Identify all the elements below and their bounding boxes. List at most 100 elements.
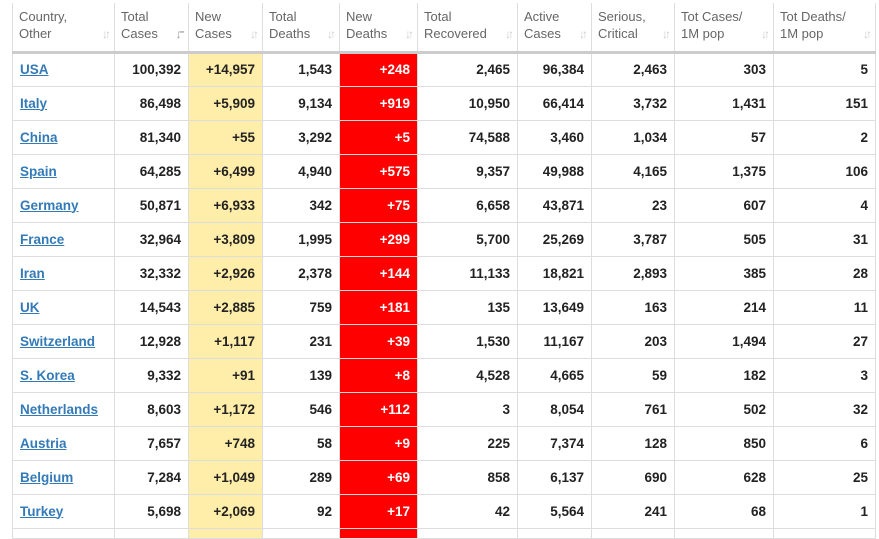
cell-new-deaths: +8 — [339, 357, 418, 393]
sort-icon[interactable]: ↓↑ — [327, 26, 336, 41]
column-header-total-cases[interactable]: Total Cases ↓⁼ — [114, 3, 189, 54]
cell-total-recovered: 6,658 — [417, 187, 518, 223]
cell-tot-deaths-per-1m: 27 — [773, 323, 876, 359]
cell-total-cases: 7,657 — [114, 425, 189, 461]
country-link[interactable]: S. Korea — [20, 367, 75, 383]
column-header-country[interactable]: Country, Other ↓↑ — [12, 3, 115, 54]
cell-serious-critical: 2,893 — [591, 255, 675, 291]
sort-icon[interactable]: ↓↑ — [405, 26, 414, 41]
cell-active-cases: 3,460 — [517, 119, 592, 155]
cell-new-cases: +6,499 — [188, 153, 263, 189]
country-link[interactable]: Italy — [20, 95, 48, 111]
cell-tot-cases-per-1m: 505 — [674, 221, 774, 257]
country-link[interactable]: China — [20, 129, 58, 145]
cell-active-cases: 43,871 — [517, 187, 592, 223]
table-row: China 81,340 +55 3,292 +5 74,588 3,460 1,034 57 2 — [12, 119, 876, 155]
cell-serious-critical: 59 — [591, 357, 675, 393]
column-header-total-deaths[interactable]: Total Deaths ↓↑ — [262, 3, 340, 54]
cell-total-deaths: 289 — [262, 459, 340, 495]
cell-tot-deaths-per-1m: 106 — [773, 153, 876, 189]
column-header-active-cases[interactable]: Active Cases ↓↑ — [517, 3, 592, 54]
header-label: Serious, Critical — [598, 9, 646, 41]
cell-active-cases — [517, 527, 592, 539]
cell-new-deaths: +575 — [339, 153, 418, 189]
cell-new-deaths: +5 — [339, 119, 418, 155]
cell-active-cases: 11,167 — [517, 323, 592, 359]
cell-total-deaths: 759 — [262, 289, 340, 325]
cell-total-recovered: 858 — [417, 459, 518, 495]
country-link[interactable]: Spain — [20, 163, 57, 179]
country-link[interactable]: UK — [20, 299, 40, 315]
cell-total-deaths: 1,543 — [262, 51, 340, 87]
column-header-new-cases[interactable]: New Cases ↓↑ — [188, 3, 263, 54]
cell-total-cases: 14,543 — [114, 289, 189, 325]
cell-total-cases — [114, 527, 189, 539]
cell-new-cases: +1,172 — [188, 391, 263, 427]
cell-serious-critical — [591, 527, 675, 539]
column-header-tot-deaths-per-1m[interactable]: Tot Deaths/1M pop ↓↑ — [773, 3, 876, 54]
cell-tot-deaths-per-1m — [773, 527, 876, 539]
table-row: USA 100,392 +14,957 1,543 +248 2,465 96,384 2,4… — [12, 51, 876, 87]
cell-new-cases: +55 — [188, 119, 263, 155]
cell-new-cases: +91 — [188, 357, 263, 393]
cell-new-cases — [188, 527, 263, 539]
sort-icon[interactable]: ↓↑ — [863, 26, 872, 41]
cell-tot-cases-per-1m: 57 — [674, 119, 774, 155]
cell-tot-cases-per-1m: 502 — [674, 391, 774, 427]
cell-country — [12, 527, 115, 539]
sort-icon[interactable]: ↓↑ — [579, 26, 588, 41]
cell-new-cases: +5,909 — [188, 85, 263, 121]
cell-active-cases: 66,414 — [517, 85, 592, 121]
cell-total-recovered: 2,465 — [417, 51, 518, 87]
sort-icon[interactable]: ↓↑ — [102, 26, 111, 41]
cell-serious-critical: 163 — [591, 289, 675, 325]
table-row — [12, 527, 876, 539]
cell-new-cases: +14,957 — [188, 51, 263, 87]
sort-icon[interactable]: ↓↑ — [250, 26, 259, 41]
cell-active-cases: 49,988 — [517, 153, 592, 189]
cell-serious-critical: 761 — [591, 391, 675, 427]
country-link[interactable]: Austria — [20, 435, 67, 451]
sort-icon[interactable]: ↓↑ — [505, 26, 514, 41]
cell-new-deaths: +69 — [339, 459, 418, 495]
country-link[interactable]: France — [20, 231, 65, 247]
cell-new-deaths: +299 — [339, 221, 418, 257]
country-link[interactable]: Turkey — [20, 503, 64, 519]
header-label: Tot Deaths/1M pop — [780, 9, 846, 41]
cell-country: Switzerland — [12, 323, 115, 359]
cell-new-deaths: +248 — [339, 51, 418, 87]
column-header-tot-cases-per-1m[interactable]: Tot Cases/1M pop ↓↑ — [674, 3, 774, 54]
cell-active-cases: 96,384 — [517, 51, 592, 87]
country-link[interactable]: Germany — [20, 197, 79, 213]
cell-total-deaths: 3,292 — [262, 119, 340, 155]
cell-country: Austria — [12, 425, 115, 461]
country-link[interactable]: Switzerland — [20, 333, 96, 349]
header-row: Country, Other ↓↑ Total Cases ↓⁼ New Cases ↓↑ Tot… — [12, 3, 876, 54]
sort-icon[interactable]: ↓↑ — [761, 26, 770, 41]
cell-new-cases: +2,069 — [188, 493, 263, 529]
country-link[interactable]: USA — [20, 62, 49, 77]
cell-active-cases: 8,054 — [517, 391, 592, 427]
column-header-serious-critical[interactable]: Serious, Critical ↓↑ — [591, 3, 675, 54]
country-link[interactable]: Netherlands — [20, 401, 99, 417]
sort-desc-icon[interactable]: ↓⁼ — [175, 26, 186, 41]
column-header-new-deaths[interactable]: New Deaths ↓↑ — [339, 3, 418, 54]
header-label: Total Deaths — [269, 9, 311, 41]
cell-new-deaths: +75 — [339, 187, 418, 223]
country-link[interactable]: Belgium — [20, 469, 74, 485]
country-link[interactable]: Iran — [20, 265, 45, 281]
cell-new-deaths: +919 — [339, 85, 418, 121]
cell-serious-critical: 241 — [591, 493, 675, 529]
table-row: Italy 86,498 +5,909 9,134 +919 10,950 66,414 3,… — [12, 85, 876, 121]
sort-icon[interactable]: ↓↑ — [662, 26, 671, 41]
cell-country: Italy — [12, 85, 115, 121]
table-row: Iran 32,332 +2,926 2,378 +144 11,133 18,821 2,8… — [12, 255, 876, 291]
cell-serious-critical: 2,463 — [591, 51, 675, 87]
cell-tot-deaths-per-1m: 1 — [773, 493, 876, 529]
cell-country: Germany — [12, 187, 115, 223]
column-header-total-recovered[interactable]: Total Recovered ↓↑ — [417, 3, 518, 54]
cell-serious-critical: 690 — [591, 459, 675, 495]
table-row: Spain 64,285 +6,499 4,940 +575 9,357 49,988 4,1… — [12, 153, 876, 189]
cell-country: UK — [12, 289, 115, 325]
cell-tot-cases-per-1m: 68 — [674, 493, 774, 529]
